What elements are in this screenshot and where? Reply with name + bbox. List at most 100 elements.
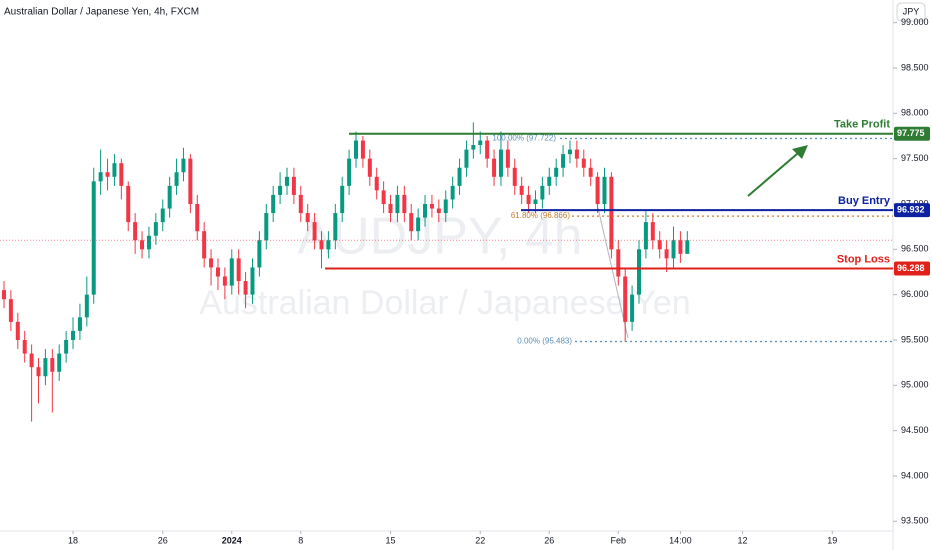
candle-body (91, 181, 96, 295)
candle-body (540, 185, 545, 200)
candle-body (671, 240, 676, 259)
candle-body (160, 208, 165, 223)
currency-button[interactable] (896, 2, 926, 22)
candle-body (443, 199, 448, 214)
candle-body (29, 353, 34, 368)
candle-body (229, 258, 234, 286)
candle-body (312, 222, 317, 241)
level-name: Buy Entry (838, 195, 891, 207)
y-tick-label: 96.000 (901, 289, 929, 299)
y-tick-label: 94.000 (901, 470, 929, 480)
candle-body (685, 240, 690, 254)
candle-body (436, 208, 441, 214)
arrow (747, 147, 805, 197)
candle-body (2, 290, 7, 300)
candle-body (243, 281, 248, 295)
candle-body (609, 176, 614, 250)
candle-body (533, 199, 538, 204)
fib-label: 61.80% (96.866) (511, 211, 570, 220)
candle-body (650, 222, 655, 241)
candle-body (167, 185, 172, 209)
candle-body (347, 158, 352, 186)
candle-body (574, 149, 579, 159)
y-tick-label: 93.500 (901, 516, 929, 526)
candle-body (126, 185, 131, 223)
candle-body (588, 167, 593, 177)
candle-body (409, 213, 414, 232)
x-tick-label: 8 (298, 535, 303, 545)
candle-body (450, 185, 455, 200)
candle-body (429, 203, 434, 209)
candle-body (388, 203, 393, 214)
candle-body (637, 249, 642, 295)
candle-body (360, 140, 365, 159)
candle-body (209, 258, 214, 268)
candle-body (181, 158, 186, 173)
level-axis-box (894, 203, 930, 218)
candle-body (119, 163, 124, 186)
candle-body (236, 258, 241, 282)
x-tick-label: 2024 (222, 535, 242, 545)
candle-body (554, 167, 559, 177)
candle-body (374, 176, 379, 191)
candle-body (526, 194, 531, 204)
candle-body (498, 149, 503, 177)
candle-body (340, 185, 345, 214)
candle-body (319, 240, 324, 250)
candle-body (15, 321, 20, 340)
candle-body (36, 367, 41, 377)
candle-body (291, 176, 296, 195)
level-name: Take Profit (834, 119, 890, 131)
candle-body (485, 140, 490, 159)
candle-body (623, 276, 628, 322)
x-tick-label: 26 (544, 535, 554, 545)
candle-body (519, 185, 524, 195)
candle-body (257, 240, 262, 268)
candle-body (402, 194, 407, 214)
y-tick-label: 96.500 (901, 244, 929, 254)
candle-body (71, 330, 76, 340)
x-tick-label: 15 (386, 535, 396, 545)
candle-body (222, 276, 227, 286)
x-tick-label: 18 (68, 535, 78, 545)
candle-body (215, 267, 220, 277)
candle-body (140, 240, 145, 250)
candle-body (195, 203, 200, 232)
y-tick-label: 99.000 (901, 17, 929, 27)
candle-body (278, 185, 283, 195)
candle-body (98, 172, 103, 182)
candle-body (43, 358, 48, 377)
candle-body (250, 267, 255, 295)
candle-body (50, 358, 55, 372)
y-tick-label: 94.500 (901, 425, 929, 435)
candle-body (105, 172, 110, 177)
level-axis-box (894, 126, 930, 141)
level-axis-box (894, 261, 930, 276)
candle-body (616, 249, 621, 277)
candle-body (133, 222, 138, 241)
candle-body (146, 235, 151, 250)
level-axis-label: 97.775 (897, 128, 925, 138)
y-tick-label: 95.000 (901, 380, 929, 390)
candle-body (77, 317, 82, 331)
candle-body (602, 176, 607, 204)
candle-body (333, 213, 338, 241)
fib-label: 0.00% (95.483) (517, 337, 572, 346)
currency-label: JPY (903, 6, 920, 16)
candle-body (284, 176, 289, 186)
candle-body (657, 240, 662, 250)
candle-body (457, 167, 462, 186)
candle-body (471, 145, 476, 150)
candle-body (581, 158, 586, 168)
fib-label: 100.00% (97.722) (492, 134, 556, 143)
candle-body (664, 249, 669, 259)
x-tick-label: 22 (475, 535, 485, 545)
fib-trend (597, 207, 629, 339)
level-axis-label: 96.288 (897, 263, 925, 273)
candle-body (271, 194, 276, 214)
candle-body (678, 240, 683, 254)
x-tick-label: 14:00 (669, 535, 692, 545)
watermark: AUDJPY, 4h (297, 208, 582, 266)
candle-body (188, 158, 193, 204)
